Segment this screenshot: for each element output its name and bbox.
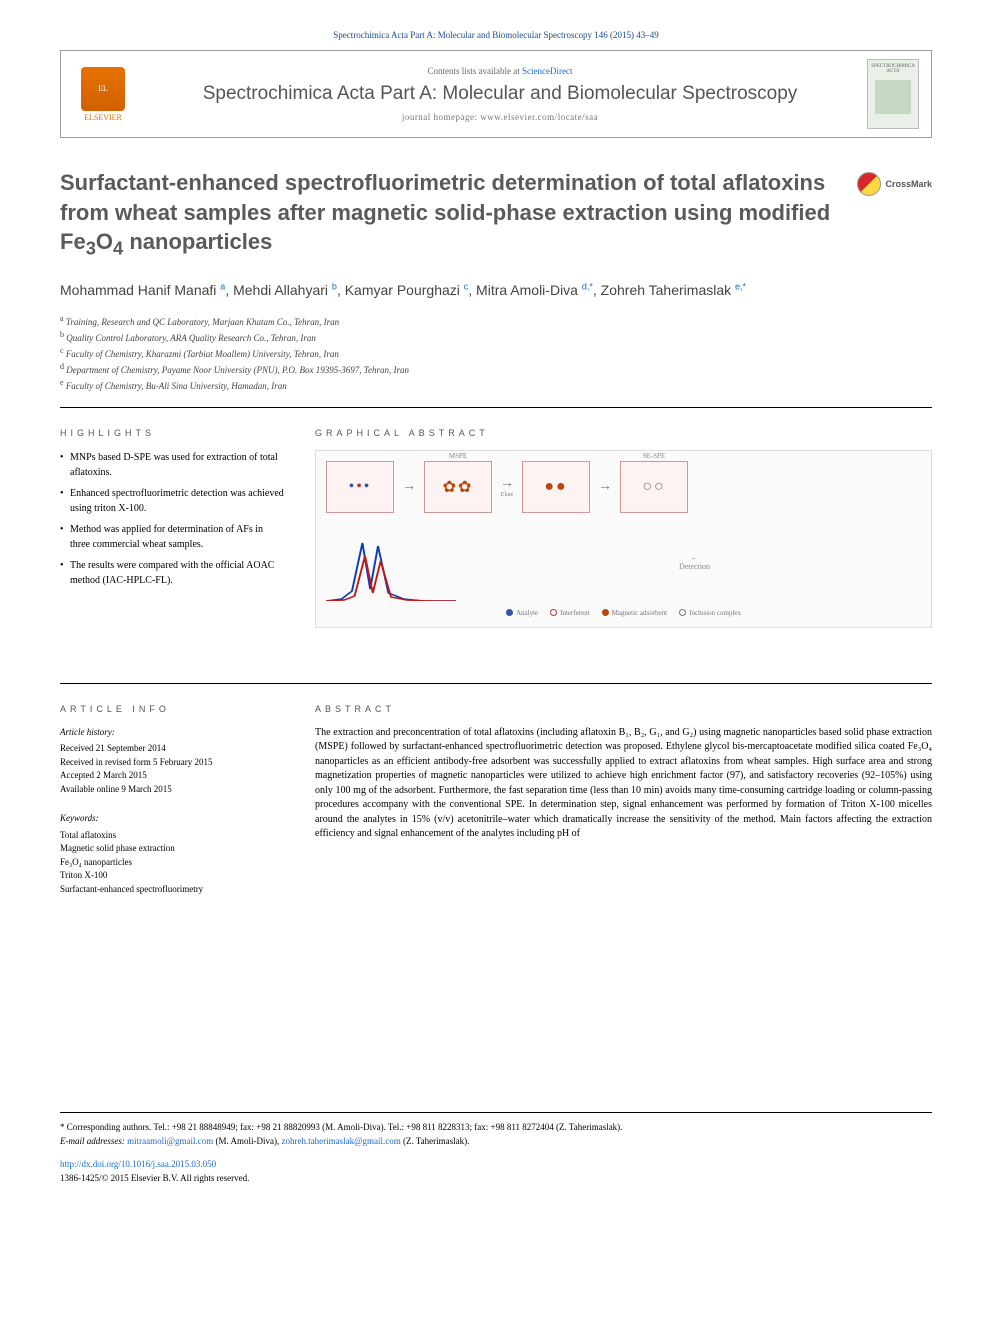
crossmark-label: CrossMark <box>885 178 932 190</box>
issn-copyright: 1386-1425/© 2015 Elsevier B.V. All right… <box>60 1173 249 1183</box>
crossmark-icon <box>857 172 881 196</box>
abstract-heading: ABSTRACT <box>315 704 932 714</box>
email1-who: (M. Amoli-Diva), <box>213 1136 281 1146</box>
legend-dot-icon <box>506 609 513 616</box>
history-line: Accepted 2 March 2015 <box>60 769 285 783</box>
ga-step-1: ••• <box>326 461 394 513</box>
email-link-2[interactable]: zohreh.taherimaslak@gmail.com <box>281 1136 400 1146</box>
corresponding-footer: * Corresponding authors. Tel.: +98 21 88… <box>60 1112 932 1185</box>
affiliation-line: e Faculty of Chemistry, Bu-Ali Sina Univ… <box>60 377 932 393</box>
history-line: Received in revised form 5 February 2015 <box>60 756 285 770</box>
highlight-item: MNPs based D-SPE was used for extraction… <box>60 450 285 480</box>
ga-step-3: ●● <box>522 461 590 513</box>
elsevier-tree-icon: EL <box>81 67 125 111</box>
doi-link[interactable]: http://dx.doi.org/10.1016/j.saa.2015.03.… <box>60 1159 216 1169</box>
title-mid1: O <box>96 229 113 254</box>
legend-dot-icon <box>550 609 557 616</box>
email2-who: (Z. Taherimaslak). <box>401 1136 470 1146</box>
contents-line: Contents lists available at ScienceDirec… <box>133 66 867 76</box>
contents-prefix: Contents lists available at <box>428 66 522 76</box>
legend-item: Inclusion complex <box>679 609 741 617</box>
legend-dot-icon <box>679 609 686 616</box>
keyword-line: Fe₃O₄ nanoparticles <box>60 856 285 870</box>
keywords-label: Keywords: <box>60 812 285 826</box>
affiliations: a Training, Research and QC Laboratory, … <box>60 313 932 408</box>
keyword-line: Magnetic solid phase extraction <box>60 842 285 856</box>
graphical-abstract-heading: GRAPHICAL ABSTRACT <box>315 428 932 438</box>
affiliation-line: d Department of Chemistry, Payame Noor U… <box>60 361 932 377</box>
cover-label: SPECTROCHIMICA ACTA <box>871 64 915 74</box>
title-sub1: 3 <box>86 238 96 259</box>
arrow-icon: → <box>402 479 416 495</box>
legend-item: Analyte <box>506 609 538 617</box>
ga-spectrum-chart <box>326 531 456 601</box>
abstract-text: The extraction and preconcentration of t… <box>315 726 932 842</box>
legend-label: Analyte <box>516 609 538 617</box>
journal-cover-thumb: SPECTROCHIMICA ACTA <box>867 59 919 129</box>
legend-item: Magnetic adsorbent <box>602 609 667 617</box>
title-text-2: nanoparticles <box>123 229 272 254</box>
arrow-icon: → <box>598 479 612 495</box>
title-sub2: 4 <box>113 238 123 259</box>
affiliation-line: a Training, Research and QC Laboratory, … <box>60 313 932 329</box>
highlight-item: Enhanced spectrofluorimetric detection w… <box>60 486 285 516</box>
email-label: E-mail addresses: <box>60 1136 127 1146</box>
article-info: Article history: Received 21 September 2… <box>60 726 285 897</box>
crossmark-badge[interactable]: CrossMark <box>857 172 932 196</box>
article-info-heading: ARTICLE INFO <box>60 704 285 714</box>
legend-item: Interferent <box>550 609 590 617</box>
ga-step-2: ✿✿ <box>424 461 492 513</box>
history-line: Received 21 September 2014 <box>60 742 285 756</box>
affiliation-line: b Quality Control Laboratory, ARA Qualit… <box>60 329 932 345</box>
ga-legend: Analyte Interferent Magnetic adsorbent Incl… <box>326 609 921 617</box>
legend-label: Magnetic adsorbent <box>612 609 667 617</box>
keyword-line: Total aflatoxins <box>60 829 285 843</box>
highlight-item: The results were compared with the offic… <box>60 558 285 588</box>
legend-label: Inclusion complex <box>689 609 741 617</box>
journal-homepage: journal homepage: www.elsevier.com/locat… <box>133 112 867 122</box>
highlights-list: MNPs based D-SPE was used for extraction… <box>60 450 285 588</box>
keyword-line: Surfactant-enhanced spectrofluorimetry <box>60 883 285 897</box>
authors-line: Mohammad Hanif Manafi a, Mehdi Allahyari… <box>60 280 932 301</box>
arrow-left-icon: ← <box>691 553 699 562</box>
affiliation-line: c Faculty of Chemistry, Kharazmi (Tarbia… <box>60 345 932 361</box>
journal-header: EL ELSEVIER Contents lists available at … <box>60 50 932 138</box>
journal-title: Spectrochimica Acta Part A: Molecular an… <box>133 82 867 107</box>
corresponding-authors: * Corresponding authors. Tel.: +98 21 88… <box>60 1121 932 1135</box>
publisher-label: ELSEVIER <box>73 113 133 122</box>
legend-label: Interferent <box>560 609 590 617</box>
graphical-abstract: ••• → ✿✿ →Elute ●● → ○○ ← Detection <box>315 450 932 628</box>
history-label: Article history: <box>60 726 285 740</box>
arrow-icon: →Elute <box>500 476 514 498</box>
detection-label: Detection <box>468 562 921 571</box>
email-link-1[interactable]: mitraamoli@gmail.com <box>127 1136 213 1146</box>
sciencedirect-link[interactable]: ScienceDirect <box>522 66 572 76</box>
keyword-line: Triton X-100 <box>60 869 285 883</box>
highlight-item: Method was applied for determination of … <box>60 522 285 552</box>
highlights-heading: HIGHLIGHTS <box>60 428 285 438</box>
journal-citation: Spectrochimica Acta Part A: Molecular an… <box>60 30 932 40</box>
legend-dot-icon <box>602 609 609 616</box>
article-title: Surfactant-enhanced spectrofluorimetric … <box>60 168 932 262</box>
ga-step-4: ○○ <box>620 461 688 513</box>
elsevier-logo: EL ELSEVIER <box>73 67 133 122</box>
history-line: Available online 9 March 2015 <box>60 783 285 797</box>
